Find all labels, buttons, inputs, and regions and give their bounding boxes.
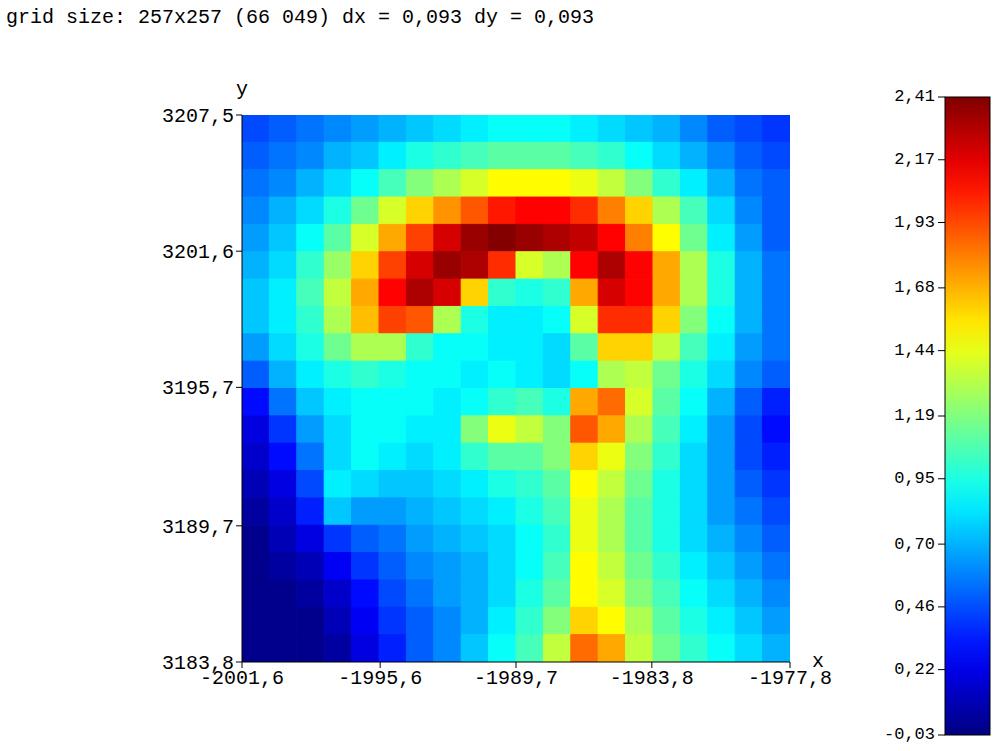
svg-text:3195,7: 3195,7 (162, 377, 234, 400)
svg-text:2,41: 2,41 (894, 87, 935, 106)
svg-text:3201,6: 3201,6 (162, 241, 234, 264)
svg-text:3207,5: 3207,5 (162, 105, 234, 128)
svg-text:3189,7: 3189,7 (162, 516, 234, 539)
svg-text:0,22: 0,22 (894, 660, 935, 679)
svg-text:3183,8: 3183,8 (162, 652, 234, 675)
svg-text:2,17: 2,17 (894, 150, 935, 169)
svg-text:-2001,6: -2001,6 (200, 667, 284, 691)
svg-text:0,95: 0,95 (894, 469, 935, 488)
svg-text:-1989,7: -1989,7 (474, 667, 558, 690)
svg-text:1,93: 1,93 (894, 213, 935, 232)
svg-text:1,19: 1,19 (894, 406, 935, 425)
html-text:grid size: 257x257 (66 049) dx: grid size: 257x257 (66 049) dx = 0,093 d… (6, 6, 595, 29)
html-text:y: y (236, 78, 248, 101)
svg-text:-0,03: -0,03 (884, 725, 935, 744)
svg-text:0,70: 0,70 (894, 535, 935, 554)
svg-text:0,46: 0,46 (894, 597, 935, 616)
svg-text:-1995,6: -1995,6 (338, 667, 422, 690)
svg-text:-1977,8: -1977,8 (748, 667, 832, 690)
svg-text:1,68: 1,68 (894, 278, 935, 297)
svg-text:1,44: 1,44 (894, 341, 935, 360)
html-text:x: x (812, 650, 824, 673)
svg-text:-1983,8: -1983,8 (610, 667, 694, 690)
